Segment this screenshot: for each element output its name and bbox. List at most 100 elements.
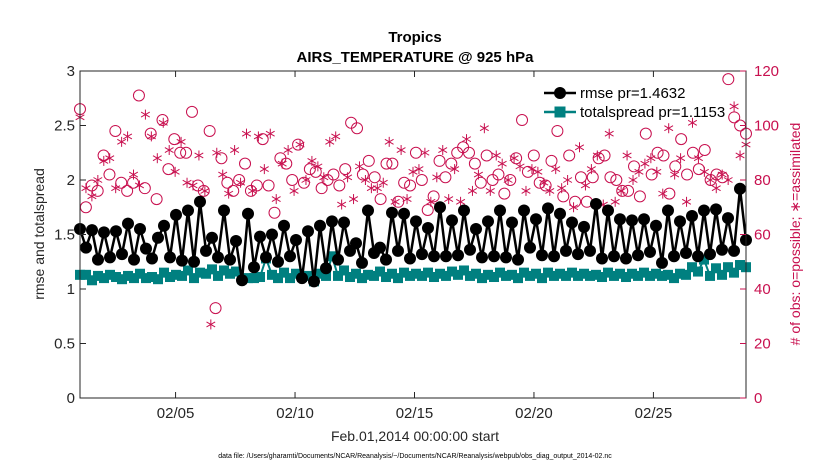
totalspread-point xyxy=(393,273,403,284)
rmse-point xyxy=(656,256,668,269)
possible-point xyxy=(616,184,629,197)
assimilated-point xyxy=(586,164,596,175)
rmse-point xyxy=(224,253,236,266)
assimilated-point xyxy=(360,175,371,185)
possible-point xyxy=(569,195,582,208)
possible-point xyxy=(203,124,216,137)
rmse-point xyxy=(428,250,440,263)
possible-point xyxy=(669,160,682,173)
totalspread-point xyxy=(441,270,451,281)
possible-point xyxy=(728,111,741,124)
rmse-point xyxy=(404,252,416,265)
rmse-point xyxy=(626,214,638,227)
totalspread-point xyxy=(423,267,433,278)
assimilated-point xyxy=(93,175,103,185)
y-left-tick-label: 3 xyxy=(67,63,75,80)
assimilated-point xyxy=(146,131,156,142)
assimilated-point xyxy=(444,194,454,205)
assimilated-point xyxy=(105,153,115,164)
x-tick-label: 02/25 xyxy=(635,405,673,422)
assimilated-point xyxy=(277,158,287,169)
y-left-tick-label: 2.5 xyxy=(54,118,75,135)
possible-point xyxy=(628,160,641,173)
totalspread-point xyxy=(387,268,397,279)
possible-point xyxy=(380,157,393,170)
assimilated-point xyxy=(128,169,139,180)
assimilated-point xyxy=(420,147,430,158)
totalspread-point xyxy=(465,270,475,281)
totalspread-point xyxy=(129,273,139,284)
assimilated-point xyxy=(111,183,121,194)
totalspread-point xyxy=(123,270,133,281)
assimilated-point xyxy=(551,164,561,175)
rmse-point xyxy=(692,250,704,263)
rmse-point xyxy=(518,204,530,217)
totalspread-point xyxy=(489,272,499,283)
assimilated-point xyxy=(295,139,305,150)
assimilated-point xyxy=(122,131,133,142)
rmse-point xyxy=(566,216,578,229)
possible-point xyxy=(633,190,646,203)
totalspread-point xyxy=(189,273,199,284)
totalspread-point xyxy=(543,267,553,278)
totalspread-point xyxy=(591,269,601,280)
totalspread-point xyxy=(183,265,193,276)
assimilated-point xyxy=(164,145,174,156)
possible-point xyxy=(268,206,281,219)
rmse-point xyxy=(464,243,476,256)
rmse-point xyxy=(212,251,224,264)
rmse-point xyxy=(446,214,458,227)
rmse-point xyxy=(230,235,242,248)
possible-point xyxy=(333,179,346,192)
assimilated-point xyxy=(140,109,150,120)
rmse-point xyxy=(146,252,158,265)
totalspread-point xyxy=(729,267,739,278)
assimilated-point xyxy=(99,155,109,166)
possible-point xyxy=(168,133,181,146)
assimilated-point xyxy=(670,169,680,180)
possible-point xyxy=(462,146,475,159)
assimilated-point xyxy=(479,123,489,134)
rmse-point xyxy=(92,253,104,266)
totalspread-point xyxy=(99,273,109,284)
possible-point xyxy=(392,195,405,208)
totalspread-point xyxy=(537,273,547,284)
totalspread-point xyxy=(711,263,721,274)
assimilated-point xyxy=(735,150,745,161)
totalspread-point xyxy=(315,268,325,279)
y-left-tick-label: 1.5 xyxy=(54,227,75,244)
possible-point xyxy=(663,187,676,200)
possible-point xyxy=(144,127,157,140)
assimilated-point xyxy=(622,150,632,161)
rmse-point xyxy=(620,252,632,265)
totalspread-point xyxy=(639,267,649,278)
assimilated-point xyxy=(515,161,525,172)
rmse-point xyxy=(218,204,230,217)
possible-point xyxy=(504,174,517,186)
rmse-point xyxy=(668,250,680,263)
assimilated-point xyxy=(693,153,704,164)
x-tick-label: 02/05 xyxy=(157,405,195,422)
totalspread-point xyxy=(495,267,505,278)
possible-point xyxy=(132,89,145,102)
rmse-point xyxy=(308,275,320,288)
totalspread-point xyxy=(435,268,445,279)
possible-point xyxy=(156,114,169,127)
possible-point xyxy=(516,114,529,127)
rmse-point xyxy=(458,204,470,217)
possible-point xyxy=(651,146,664,159)
rmse-point xyxy=(494,204,506,217)
possible-point xyxy=(227,184,240,197)
possible-point xyxy=(121,184,134,197)
series-possible xyxy=(74,73,752,315)
assimilated-point xyxy=(152,153,162,164)
totalspread-point xyxy=(117,274,127,285)
rmse-point xyxy=(266,228,278,241)
possible-point xyxy=(292,138,305,151)
y-left-tick-label: 1 xyxy=(67,281,75,298)
rmse-point xyxy=(542,202,554,215)
totalspread-point xyxy=(735,260,745,271)
rmse-point xyxy=(236,274,248,287)
y-right-tick-label: 40 xyxy=(754,281,771,298)
rmse-point xyxy=(326,215,338,228)
